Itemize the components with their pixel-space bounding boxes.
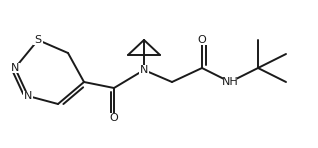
Text: O: O xyxy=(110,113,118,123)
Text: N: N xyxy=(24,91,32,101)
FancyBboxPatch shape xyxy=(10,63,20,73)
Text: N: N xyxy=(11,63,19,73)
Text: O: O xyxy=(197,35,206,45)
Text: S: S xyxy=(34,35,42,45)
FancyBboxPatch shape xyxy=(139,65,149,75)
Text: NH: NH xyxy=(222,77,238,87)
FancyBboxPatch shape xyxy=(33,35,43,45)
FancyBboxPatch shape xyxy=(23,91,33,101)
FancyBboxPatch shape xyxy=(223,77,237,87)
Text: N: N xyxy=(140,65,148,75)
FancyBboxPatch shape xyxy=(109,113,119,123)
FancyBboxPatch shape xyxy=(197,35,207,45)
